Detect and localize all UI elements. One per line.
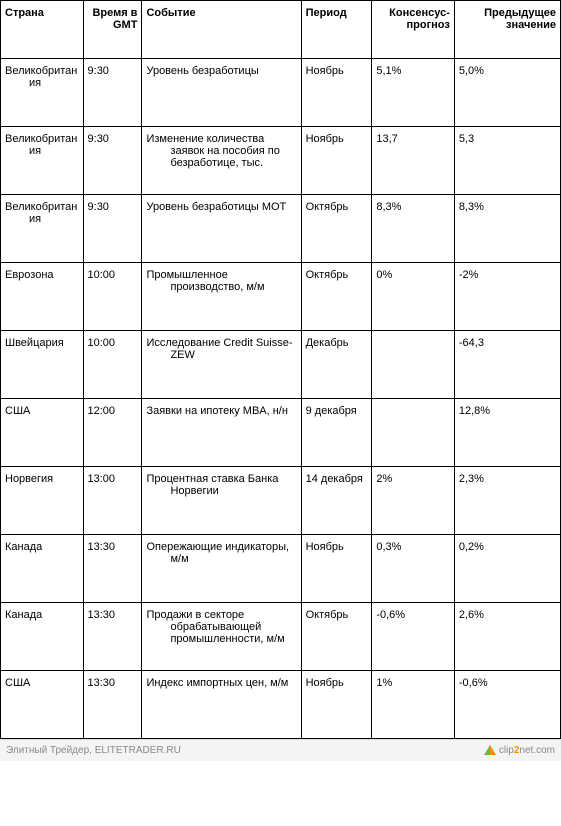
cell-time: 9:30 (83, 195, 142, 263)
cell-previous: 5,0% (454, 59, 560, 127)
cell-consensus: 8,3% (372, 195, 455, 263)
cell-country: Великобритания (1, 59, 84, 127)
table-row: Норвегия 13:00 Процентная ставка Банка Н… (1, 467, 561, 535)
cell-period: Октябрь (301, 195, 372, 263)
cell-previous: 2,3% (454, 467, 560, 535)
cell-period: Ноябрь (301, 127, 372, 195)
cell-country: Канада (1, 603, 84, 671)
logo-suffix: net.com (519, 745, 555, 756)
col-header-previous: Предыдущее значение (454, 1, 560, 59)
cell-time: 13:30 (83, 535, 142, 603)
cell-country: США (1, 671, 84, 739)
cell-event: Продажи в секторе обрабатывающей промышл… (142, 603, 301, 671)
economic-calendar-table: Страна Время в GMT Событие Период Консен… (0, 0, 561, 739)
cell-event: Заявки на ипотеку MBA, н/н (142, 399, 301, 467)
cell-country: Швейцария (1, 331, 84, 399)
cell-previous: 5,3 (454, 127, 560, 195)
col-header-consensus: Консенсус-прогноз (372, 1, 455, 59)
col-header-event: Событие (142, 1, 301, 59)
cell-previous: 8,3% (454, 195, 560, 263)
footer-logo: clip2net.com (483, 744, 555, 758)
cell-country: Великобритания (1, 127, 84, 195)
cell-period: Ноябрь (301, 59, 372, 127)
col-header-period: Период (301, 1, 372, 59)
table-row: Канада 13:30 Опережающие индикаторы, м/м… (1, 535, 561, 603)
cell-time: 10:00 (83, 263, 142, 331)
cell-previous: 12,8% (454, 399, 560, 467)
cell-time: 9:30 (83, 127, 142, 195)
cell-previous: 2,6% (454, 603, 560, 671)
cell-previous: -2% (454, 263, 560, 331)
table-header-row: Страна Время в GMT Событие Период Консен… (1, 1, 561, 59)
cell-event: Уровень безработицы МОТ (142, 195, 301, 263)
cell-previous: -64,3 (454, 331, 560, 399)
cell-period: Ноябрь (301, 671, 372, 739)
cell-country: Канада (1, 535, 84, 603)
cell-consensus: 13,7 (372, 127, 455, 195)
cell-country: США (1, 399, 84, 467)
cell-period: 14 декабря (301, 467, 372, 535)
cell-event: Изменение количества заявок на пособия п… (142, 127, 301, 195)
table-row: Еврозона 10:00 Промышленное производство… (1, 263, 561, 331)
table-row: Великобритания 9:30 Уровень безработицы … (1, 59, 561, 127)
cell-event: Уровень безработицы (142, 59, 301, 127)
cell-consensus (372, 331, 455, 399)
table-header: Страна Время в GMT Событие Период Консен… (1, 1, 561, 59)
cell-previous: -0,6% (454, 671, 560, 739)
footer-bar: Элитный Трейдер, ELITETRADER.RU clip2net… (0, 739, 561, 761)
table-row: Великобритания 9:30 Уровень безработицы … (1, 195, 561, 263)
clip2net-icon (483, 744, 497, 758)
cell-previous: 0,2% (454, 535, 560, 603)
cell-country: Норвегия (1, 467, 84, 535)
cell-consensus: 0% (372, 263, 455, 331)
cell-time: 13:00 (83, 467, 142, 535)
footer-source-text: Элитный Трейдер, ELITETRADER.RU (6, 745, 181, 756)
cell-country: Еврозона (1, 263, 84, 331)
cell-event: Процентная ставка Банка Норвегии (142, 467, 301, 535)
cell-event: Опережающие индикаторы, м/м (142, 535, 301, 603)
cell-period: Декабрь (301, 331, 372, 399)
cell-consensus (372, 399, 455, 467)
cell-time: 13:30 (83, 603, 142, 671)
table-row: Канада 13:30 Продажи в секторе обрабатыв… (1, 603, 561, 671)
table-row: США 12:00 Заявки на ипотеку MBA, н/н 9 д… (1, 399, 561, 467)
page-container: Страна Время в GMT Событие Период Консен… (0, 0, 561, 761)
cell-event: Исследование Credit Suisse-ZEW (142, 331, 301, 399)
cell-consensus: 5,1% (372, 59, 455, 127)
cell-time: 13:30 (83, 671, 142, 739)
logo-prefix: clip (499, 745, 514, 756)
cell-period: Октябрь (301, 603, 372, 671)
cell-consensus: 2% (372, 467, 455, 535)
table-body: Великобритания 9:30 Уровень безработицы … (1, 59, 561, 739)
col-header-country: Страна (1, 1, 84, 59)
cell-time: 9:30 (83, 59, 142, 127)
cell-time: 10:00 (83, 331, 142, 399)
cell-consensus: 1% (372, 671, 455, 739)
table-row: США 13:30 Индекс импортных цен, м/м Нояб… (1, 671, 561, 739)
clip2net-text: clip2net.com (499, 745, 555, 756)
cell-period: Ноябрь (301, 535, 372, 603)
cell-consensus: 0,3% (372, 535, 455, 603)
cell-period: Октябрь (301, 263, 372, 331)
cell-consensus: -0,6% (372, 603, 455, 671)
cell-country: Великобритания (1, 195, 84, 263)
table-row: Швейцария 10:00 Исследование Credit Suis… (1, 331, 561, 399)
col-header-time: Время в GMT (83, 1, 142, 59)
table-row: Великобритания 9:30 Изменение количества… (1, 127, 561, 195)
cell-time: 12:00 (83, 399, 142, 467)
cell-event: Индекс импортных цен, м/м (142, 671, 301, 739)
cell-event: Промышленное производство, м/м (142, 263, 301, 331)
cell-period: 9 декабря (301, 399, 372, 467)
